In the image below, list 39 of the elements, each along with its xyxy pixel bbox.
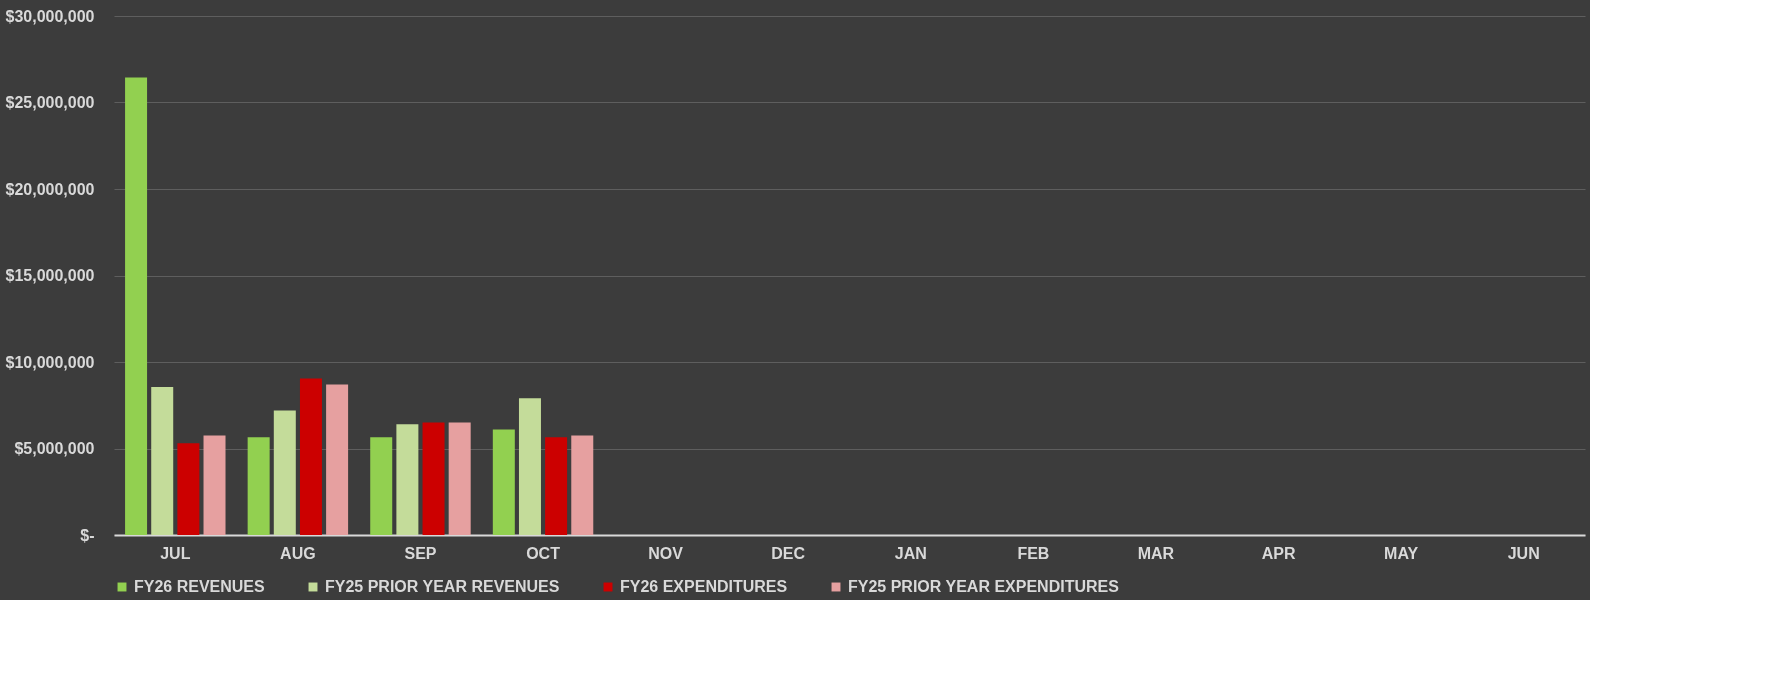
bar: [177, 443, 200, 535]
bar: [492, 429, 515, 535]
x-tick-label: JAN: [894, 544, 927, 562]
y-tick-label: $30,000,000: [5, 7, 95, 25]
bar: [203, 435, 226, 535]
bar: [396, 424, 419, 535]
x-tick-label: FEB: [1017, 544, 1050, 562]
y-tick-label: $-: [80, 526, 95, 544]
x-tick-label: MAY: [1384, 544, 1419, 562]
legend-label: FY25 PRIOR YEAR EXPENDITURES: [848, 578, 1120, 595]
y-tick-label: $5,000,000: [14, 440, 95, 457]
y-tick-label: $20,000,000: [5, 180, 95, 198]
x-tick-label: JUL: [160, 544, 191, 562]
x-tick-label: APR: [1261, 544, 1296, 562]
y-tick-label: $15,000,000: [5, 267, 95, 284]
x-tick-label: JUN: [1507, 544, 1540, 562]
bar: [370, 437, 393, 535]
x-tick-label: NOV: [648, 544, 684, 562]
bar: [125, 77, 148, 535]
x-tick-label: MAR: [1137, 544, 1175, 562]
legend-label: FY25 PRIOR YEAR REVENUES: [325, 578, 560, 595]
x-tick-label: SEP: [404, 544, 437, 562]
bar: [518, 398, 541, 535]
x-tick-label: OCT: [526, 544, 561, 562]
bar: [326, 384, 349, 535]
bar: [448, 422, 471, 535]
bar: [571, 435, 594, 535]
y-tick-label: $10,000,000: [5, 353, 95, 371]
bar: [151, 387, 174, 535]
y-tick-label: $25,000,000: [5, 94, 95, 111]
legend-label: FY26 REVENUES: [134, 578, 266, 595]
bar: [422, 422, 445, 535]
bar: [273, 410, 296, 535]
x-tick-label: DEC: [771, 544, 806, 562]
bar: [299, 378, 322, 535]
bar: [545, 437, 568, 535]
bar: [247, 437, 270, 535]
legend-label: FY26 EXPENDITURES: [620, 578, 788, 595]
x-tick-label: AUG: [280, 544, 316, 562]
